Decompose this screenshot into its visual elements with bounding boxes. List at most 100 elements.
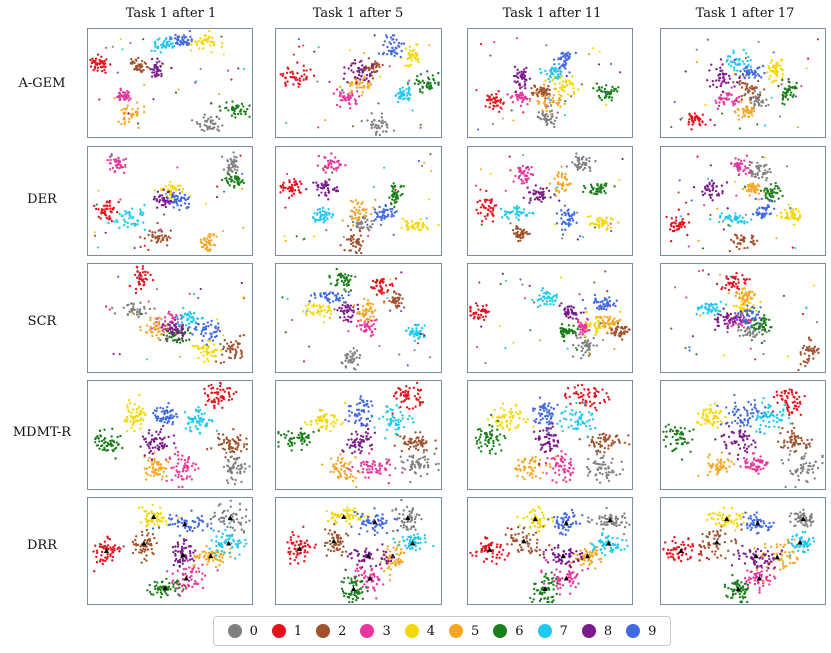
cluster-class-8 [313,34,376,85]
data-point [100,55,103,58]
data-point [132,305,135,308]
data-point [349,358,352,362]
data-point [176,195,179,198]
data-point [532,91,535,95]
data-point [555,101,559,105]
data-point [516,213,520,216]
data-point [711,188,714,192]
outlier-point [684,201,688,204]
outlier-point [333,308,336,311]
data-point [315,218,318,221]
data-point [590,191,593,195]
data-point [359,81,362,84]
data-point [233,158,236,161]
data-point [148,229,151,233]
outlier-point [420,164,424,168]
data-point [417,228,420,231]
data-point [236,183,240,186]
data-point [173,37,177,40]
data-point [371,310,375,314]
outlier-point [408,79,411,82]
data-point [157,73,160,77]
data-point [753,190,756,193]
data-point [280,186,283,189]
data-point [616,90,619,93]
data-point [803,352,806,355]
data-point [429,85,433,89]
outlier-point [582,235,585,239]
data-point [524,214,527,217]
data-point [564,79,567,82]
data-point [231,161,234,164]
data-point [582,161,585,164]
data-point [167,188,170,191]
outlier-point [215,195,219,199]
data-point [491,209,495,212]
data-point [671,229,675,233]
data-point [323,309,327,312]
data-point [760,104,763,108]
data-point [373,219,376,222]
data-point [619,334,622,338]
data-point [383,301,386,305]
data-point [389,36,393,39]
data-point [392,182,395,185]
data-point [758,103,761,106]
data-point [136,308,139,311]
data-point [311,216,315,219]
data-point [219,109,222,112]
cluster-class-6 [721,77,798,130]
data-point [139,328,142,332]
data-point [520,70,523,73]
data-point [687,212,690,216]
data-point [786,98,790,101]
outlier-point [508,155,511,158]
data-point [282,186,285,190]
outlier-point [670,126,673,129]
data-point [548,94,552,98]
data-point [360,94,364,97]
data-point [177,338,181,341]
data-point [350,89,354,92]
data-point [526,171,529,174]
data-point [233,109,236,113]
data-point [736,108,739,111]
data-point [374,124,377,127]
data-point [394,51,397,54]
data-point [138,282,142,286]
data-point [189,331,192,335]
data-point [113,170,117,173]
data-point [312,181,315,184]
data-point [523,169,526,173]
data-point [790,215,793,218]
data-point [766,203,770,207]
data-point [511,95,514,98]
data-point [369,83,373,86]
data-point [206,237,209,240]
data-point [117,96,121,99]
data-point [149,67,152,71]
data-point [346,224,350,228]
outlier-point [295,235,298,238]
data-point [769,199,772,202]
data-point [225,106,228,110]
data-point [388,299,391,303]
data-point [351,355,354,358]
scatter-plot [105,265,246,365]
data-point [143,228,146,232]
scatter-plot [670,38,819,131]
data-point [384,120,387,124]
data-point [210,333,213,336]
outlier-point [509,222,512,225]
data-point [335,296,338,299]
outlier-point [805,67,808,70]
data-point [142,105,146,108]
data-point [205,343,208,346]
data-point [208,236,212,239]
data-point [418,330,421,333]
data-point [766,71,769,74]
data-point [587,343,591,346]
data-point [495,92,498,96]
data-point [567,222,570,225]
data-point [179,204,183,207]
